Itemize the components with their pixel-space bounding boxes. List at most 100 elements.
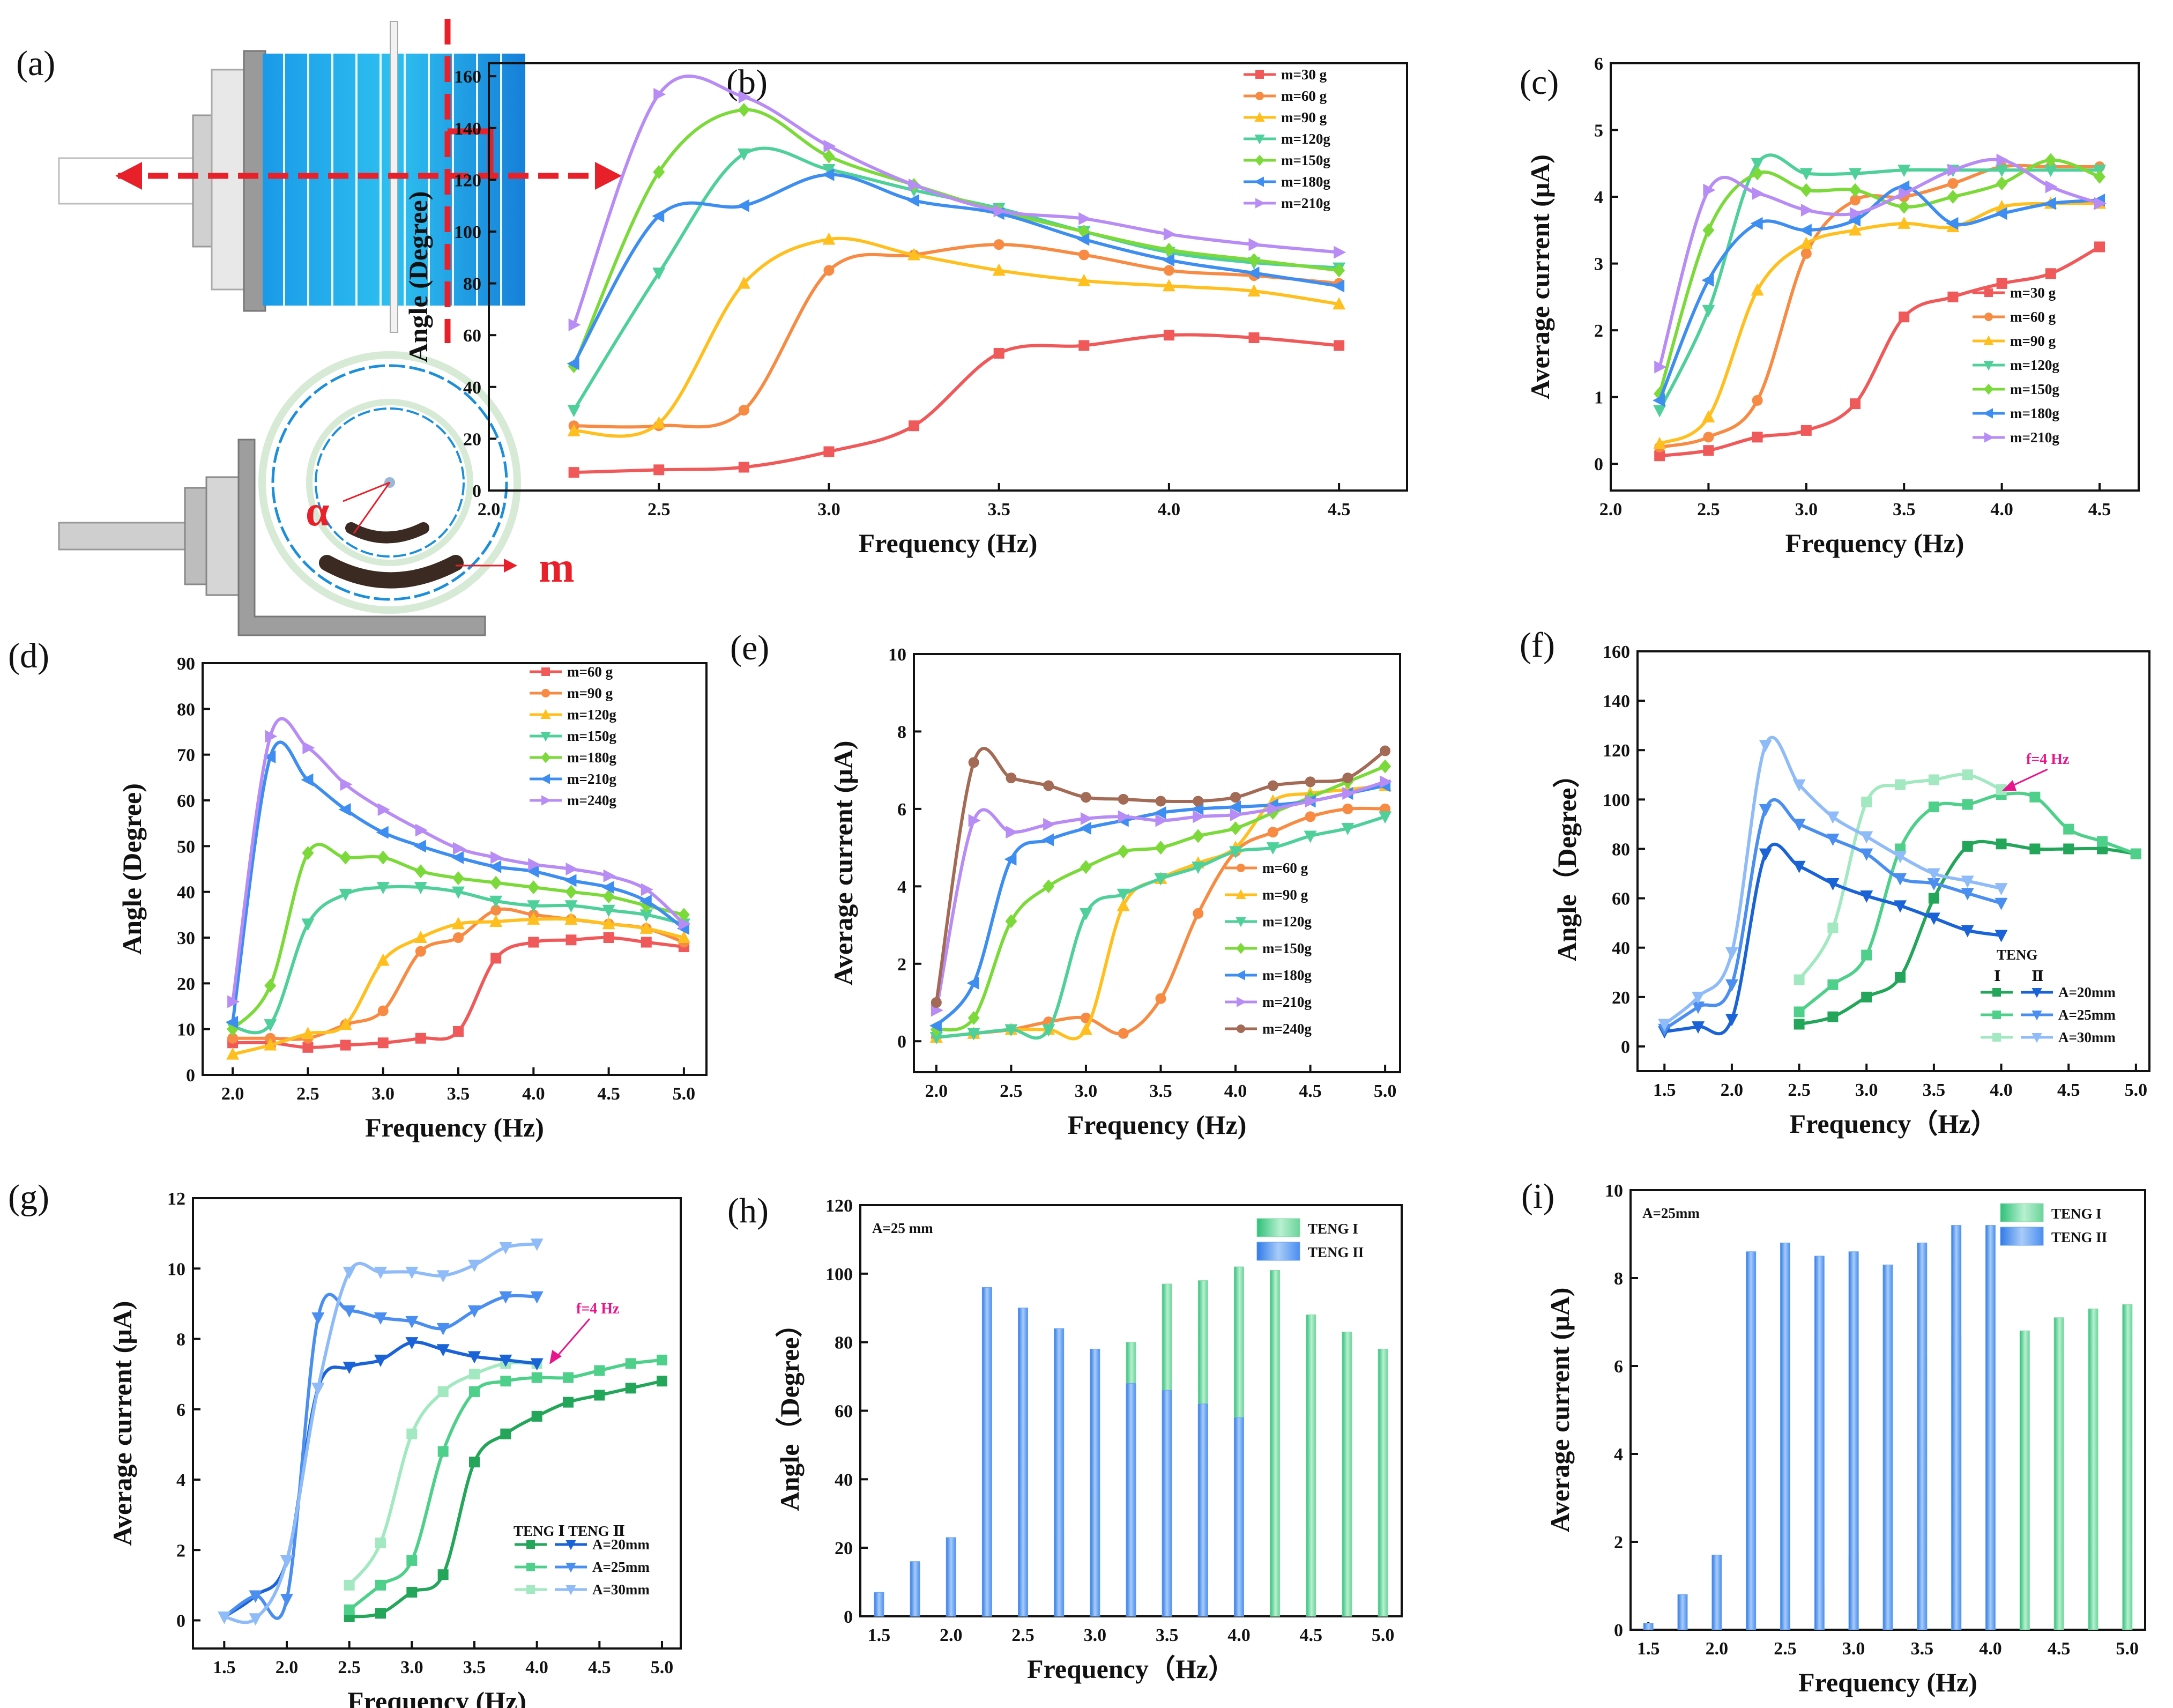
data-point: [406, 1428, 418, 1439]
data-point: [1848, 213, 1861, 227]
data-point: [653, 87, 666, 101]
data-point: [2044, 153, 2057, 167]
data-point: [527, 880, 540, 895]
data-point: [967, 1028, 980, 1041]
data-point: [625, 1358, 636, 1369]
data-point: [1799, 236, 1813, 249]
series-line: [223, 1293, 537, 1620]
data-point: [1229, 800, 1241, 814]
data-point: [1078, 249, 1090, 261]
data-point: [1079, 908, 1092, 920]
y-tick-label: 2: [897, 955, 906, 975]
y-tick-label: 2: [1594, 321, 1603, 341]
x-axis-title: Frequency (Hz): [365, 1112, 544, 1142]
data-point: [678, 917, 691, 931]
x-axis-title: Frequency（Hz）: [1790, 1109, 1998, 1139]
data-point: [568, 467, 579, 478]
data-point: [737, 148, 750, 161]
data-point: [565, 885, 577, 899]
legend-marker: [565, 1563, 576, 1573]
series-line: [572, 108, 1339, 367]
x-tick-label: 4.0: [522, 1084, 545, 1104]
legend-marker: [1254, 176, 1264, 187]
data-point: [1899, 187, 1911, 200]
data-point: [437, 1569, 449, 1580]
data-point: [2045, 180, 2058, 194]
legend-swatch: [2000, 1227, 2044, 1246]
data-point: [374, 1312, 387, 1325]
legend-label: m=120g: [2010, 357, 2059, 373]
data-point: [1860, 848, 1873, 861]
data-point: [1332, 279, 1345, 293]
x-tick-label: 2.0: [276, 1658, 299, 1677]
data-point: [468, 1351, 481, 1364]
data-point: [1653, 405, 1666, 418]
legend-marker: [1254, 135, 1265, 145]
data-point: [909, 420, 920, 432]
data-point: [1995, 930, 2008, 942]
data-point: [1860, 890, 1873, 903]
legend-marker: [1983, 335, 1994, 345]
data-point: [738, 102, 750, 117]
data-point: [1946, 217, 1959, 230]
data-point: [1928, 893, 1939, 904]
legend-marker: [541, 667, 550, 676]
y-tick-label: 4: [897, 877, 906, 897]
data-point: [302, 1042, 314, 1053]
plot-frame: [488, 62, 1408, 492]
data-point: [530, 1358, 544, 1371]
legend-label: m=180g: [2010, 405, 2059, 421]
data-point: [344, 1579, 355, 1591]
legend-swatch: [2000, 1203, 2044, 1222]
data-point: [340, 778, 353, 791]
x-tick-label: 3.5: [447, 1084, 470, 1104]
panel-e: (e) 2.0 2.5 3.0 3.5 4.0 4.5 5.0 0 2 4 6 8 10 Frequency…: [730, 628, 1401, 1140]
legend-swatch: [1256, 1218, 1300, 1237]
data-point: [489, 895, 503, 908]
data-point: [1996, 838, 2007, 850]
data-point: [601, 881, 614, 894]
bar-teng2: [910, 1561, 920, 1617]
bar-teng2: [1090, 1348, 1100, 1617]
legend-label: m=120g: [1281, 131, 1330, 147]
data-point: [1078, 212, 1091, 225]
legend-marker: [1236, 917, 1246, 927]
data-point: [1118, 1028, 1129, 1039]
data-point: [1800, 248, 1812, 259]
data-point: [1692, 991, 1705, 1004]
data-point: [1850, 398, 1861, 410]
bar-teng2: [1018, 1308, 1029, 1617]
x-tick-label: 5.0: [1374, 1081, 1397, 1101]
data-point: [530, 1291, 544, 1304]
data-point: [405, 1337, 419, 1350]
data-point: [1928, 801, 1939, 813]
data-point: [966, 976, 979, 990]
data-point: [1163, 330, 1174, 341]
panel-label: (i): [1521, 1177, 1554, 1216]
data-point: [929, 1019, 942, 1033]
data-point: [414, 882, 427, 895]
legend-label: TENG II: [1308, 1244, 1364, 1260]
data-point: [1703, 445, 1714, 456]
data-point: [1702, 305, 1715, 317]
data-point: [264, 1038, 277, 1051]
data-point: [1267, 780, 1278, 791]
data-point: [567, 405, 581, 418]
data-point: [1927, 912, 1940, 925]
x-tick-label: 2.0: [221, 1084, 244, 1104]
data-point: [625, 1383, 636, 1394]
data-point: [1995, 165, 2008, 177]
legend-label: m=210g: [2010, 429, 2059, 445]
legend-label: m=60 g: [567, 664, 613, 680]
x-axis-title: Frequency（Hz）: [1027, 1654, 1235, 1684]
data-point: [343, 1266, 356, 1279]
data-point: [1192, 862, 1205, 874]
data-point: [677, 931, 690, 943]
data-point: [1380, 775, 1393, 789]
data-point: [1961, 925, 1974, 938]
legend-label: m=60 g: [1281, 88, 1327, 104]
y-tick-label: 60: [835, 1402, 853, 1422]
data-point: [1826, 878, 1840, 890]
data-point: [602, 889, 615, 904]
data-point: [1895, 779, 1906, 790]
